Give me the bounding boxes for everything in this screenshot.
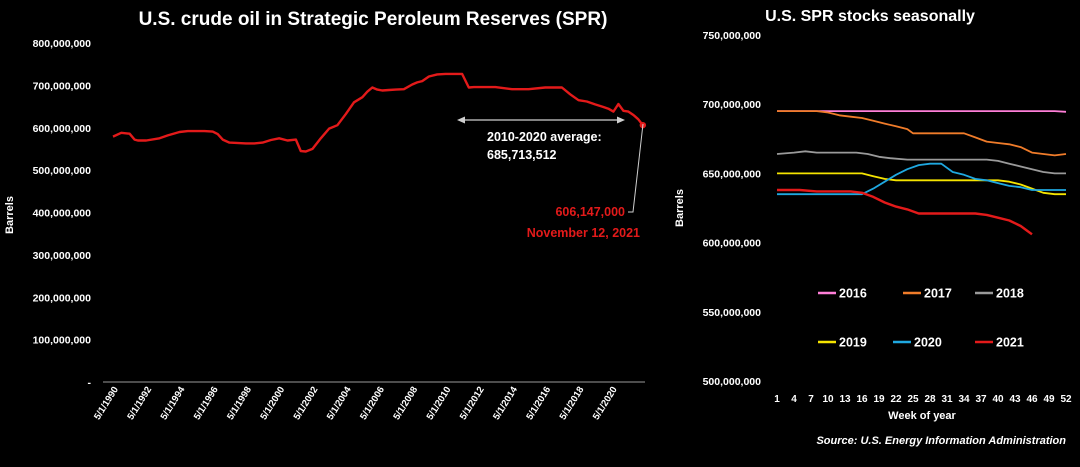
right-chart-x-tick-label: 22 [890,394,902,405]
right-chart-y-tick-label: 600,000,000 [703,238,762,250]
right-chart-x-tick-label: 25 [907,394,919,405]
right-chart-y-tick-label: 500,000,000 [703,376,762,388]
latest-value-annotation: 606,147,000 [555,205,625,219]
left-chart-x-tick-label: 5/1/1998 [225,385,254,422]
left-chart-x-tick-label: 5/1/2016 [524,385,553,422]
left-chart-x-tick-label: 5/1/2020 [591,385,620,422]
right-chart-y-tick-label: 550,000,000 [703,307,762,319]
right-chart-y-tick-label: 700,000,000 [703,99,762,111]
right-chart-x-tick-label: 28 [924,394,936,405]
left-chart-y-tick-label: 600,000,000 [33,123,92,135]
right-chart-x-tick-label: 49 [1043,394,1055,405]
right-chart-x-tick-label: 52 [1060,394,1072,405]
left-chart-x-tick-label: 5/1/2008 [391,385,420,422]
left-chart-y-tick-label: 400,000,000 [33,208,92,220]
latest-date-annotation: November 12, 2021 [527,226,640,240]
right-chart-x-tick-label: 1 [774,394,780,405]
right-chart-x-tick-label: 40 [992,394,1004,405]
left-chart-spr-history: U.S. crude oil in Strategic Peroleum Res… [4,9,647,422]
right-chart-series [776,110,1067,236]
right-chart-x-tick-label: 16 [856,394,868,405]
series-line-2018 [776,150,1066,175]
left-chart-x-tick-label: 5/1/2002 [292,385,321,422]
right-chart-x-axis-label: Week of year [888,410,956,422]
right-chart-x-tick-label: 37 [975,394,987,405]
right-chart-x-tick-label: 13 [839,394,851,405]
right-chart-y-ticks: 500,000,000 550,000,000 600,000,000 650,000… [703,30,762,388]
right-chart-x-tick-label: 31 [941,394,953,405]
average-annotation-label: 2010-2020 average: [487,130,602,144]
right-chart-y-tick-label: 650,000,000 [703,168,762,180]
legend-label-2017: 2017 [924,287,952,301]
left-chart-x-tick-label: 5/1/1994 [159,384,188,422]
legend-label-2019: 2019 [839,336,867,350]
left-chart-x-tick-label: 5/1/2010 [425,385,454,422]
right-chart-spr-seasonal: U.S. SPR stocks seasonally Barrels 500,0… [674,8,1072,447]
right-chart-x-tick-label: 46 [1026,394,1038,405]
left-chart-y-tick-label: 300,000,000 [33,250,92,262]
right-chart-x-tick-label: 7 [808,394,814,405]
source-note: Source: U.S. Energy Information Administ… [816,435,1066,447]
legend-label-2018: 2018 [996,287,1024,301]
left-chart-title: U.S. crude oil in Strategic Peroleum Res… [139,9,608,30]
right-chart-y-axis-label: Barrels [674,189,686,227]
right-chart-x-tick-label: 34 [958,394,970,405]
right-chart-title: U.S. SPR stocks seasonally [765,8,975,25]
left-chart-y-tick-label: - [88,377,92,389]
left-chart-y-tick-label: 500,000,000 [33,165,92,177]
right-chart-legend: 2016 2017 2018 2019 2020 2021 [818,287,1024,350]
left-chart-y-tick-label: 200,000,000 [33,292,92,304]
left-chart-x-tick-label: 5/1/2004 [325,384,354,422]
right-chart-y-tick-label: 750,000,000 [703,30,762,42]
left-chart-y-tick-label: 100,000,000 [33,335,92,347]
right-chart-x-tick-label: 19 [873,394,885,405]
left-chart-x-tick-label: 5/1/2000 [258,385,287,422]
latest-value-callout-line [628,123,644,213]
average-arrow [457,116,625,124]
right-chart-x-tick-label: 4 [791,394,797,405]
left-chart-y-tick-label: 800,000,000 [33,38,92,50]
left-chart-y-ticks: - 100,000,000 200,000,000 300,000,000 400,00… [33,38,92,389]
left-chart-y-axis-label: Barrels [4,196,16,234]
spr-level-line [112,72,644,153]
right-chart-x-tick-label: 10 [822,394,834,405]
left-chart-x-tick-label: 5/1/1992 [125,385,154,422]
series-line-2016 [777,110,1067,113]
left-chart-x-tick-label: 5/1/2014 [491,384,520,422]
right-chart-x-tick-label: 43 [1009,394,1021,405]
left-chart-x-tick-label: 5/1/2012 [458,385,487,422]
right-chart-x-ticks: 1 4 7 10 13 16 19 22 25 28 31 34 37 40 43 46 49 52 [774,394,1072,405]
series-line-2017 [777,110,1067,157]
average-annotation-value: 685,713,512 [487,148,557,162]
legend-label-2020: 2020 [914,336,942,350]
series-line-2020 [777,162,1066,196]
left-chart-x-tick-label: 5/1/2006 [358,385,387,422]
legend-label-2016: 2016 [839,287,867,301]
series-line-2021 [777,188,1033,236]
left-chart-y-tick-label: 700,000,000 [33,80,92,92]
left-chart-x-tick-label: 5/1/1990 [92,385,121,422]
left-chart-x-ticks: 5/1/1990 5/1/1992 5/1/1994 5/1/1996 5/1/1998… [92,384,620,422]
left-chart-x-tick-label: 5/1/2018 [558,385,587,422]
left-chart-x-tick-label: 5/1/1996 [192,385,221,422]
legend-label-2021: 2021 [996,336,1024,350]
